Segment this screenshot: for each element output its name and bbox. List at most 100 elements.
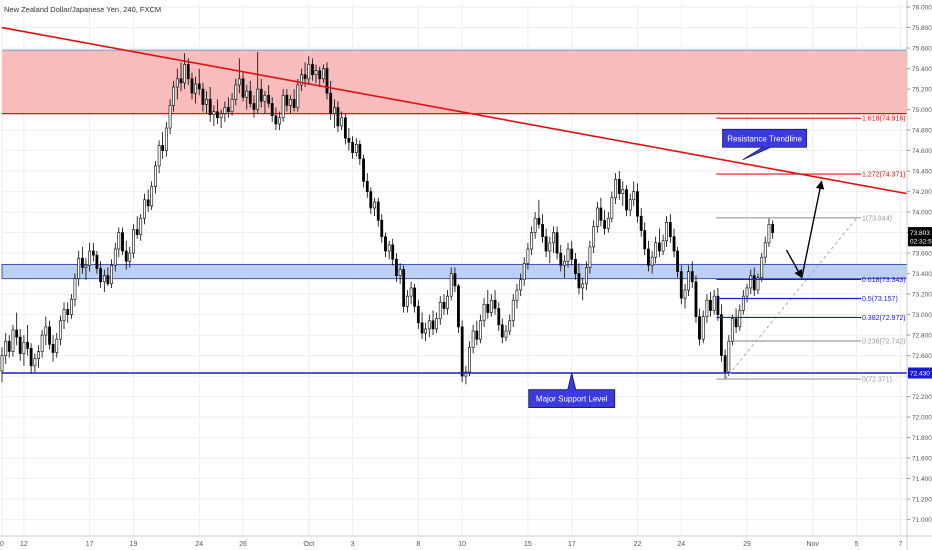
- price-tick-label: 71.000: [912, 517, 932, 524]
- support-price-badge: 72.430: [910, 371, 930, 378]
- price-tick-label: 74.600: [912, 148, 932, 155]
- candle-body: [405, 295, 409, 307]
- candle-body: [322, 68, 325, 80]
- candle-body: [33, 358, 37, 367]
- time-tick-label: 3: [351, 541, 355, 548]
- candle-body: [146, 199, 150, 207]
- candle-body: [508, 320, 512, 332]
- price-tick-label: 72.000: [912, 415, 932, 422]
- fibonacci-levels: 1.618(74.916) 1.272(74.371) 1(73.944) 0.618…: [716, 116, 906, 384]
- candle-body: [183, 64, 186, 84]
- candle-body: [420, 322, 424, 334]
- candle-body: [442, 301, 446, 309]
- candle-body: [727, 340, 731, 373]
- candle-body: [157, 145, 161, 167]
- candle-body: [190, 78, 194, 94]
- candle-body: [212, 111, 216, 116]
- candle-body: [511, 299, 515, 322]
- candle-body: [18, 336, 22, 354]
- candle-body: [427, 320, 431, 330]
- candle-body: [216, 111, 219, 119]
- candle-body: [694, 281, 698, 317]
- fib-level-label: 0.618(73.343): [862, 277, 906, 284]
- callout-box: [528, 372, 616, 409]
- candle-body: [661, 240, 665, 252]
- candle-body: [376, 201, 380, 221]
- price-tick-label: 73.000: [912, 312, 932, 319]
- candle-body: [29, 348, 33, 367]
- candle-body: [716, 295, 720, 315]
- candle-body: [59, 320, 62, 340]
- candle-body: [307, 64, 311, 80]
- candle-body: [566, 248, 570, 262]
- candle-body: [526, 248, 530, 264]
- candle-body: [592, 226, 596, 248]
- candle-body: [398, 269, 402, 276]
- candle-body: [409, 287, 413, 297]
- candle-body: [683, 289, 687, 299]
- candle-body: [719, 314, 723, 356]
- price-tick-label: 73.200: [912, 292, 932, 299]
- candle-body: [358, 144, 362, 160]
- candle-body: [475, 330, 479, 340]
- candle-body: [347, 137, 351, 143]
- candle-body: [267, 94, 271, 104]
- candle-body: [413, 287, 417, 307]
- candle-body: [595, 207, 599, 227]
- fib-level-label: 0(72.371): [862, 377, 892, 384]
- candle-body: [153, 165, 157, 187]
- price-tick-label: 71.800: [912, 435, 932, 442]
- candle-body: [577, 273, 581, 289]
- candle-body: [654, 242, 658, 258]
- time-tick-label: 24: [677, 541, 685, 548]
- callout-box: [722, 128, 807, 161]
- candle-body: [7, 340, 11, 352]
- candle-body: [362, 158, 365, 182]
- projection-arrow: [785, 249, 803, 279]
- callout-text: Major Support Level: [536, 395, 608, 404]
- candle-body: [0, 355, 4, 372]
- candle-body: [365, 181, 369, 192]
- candle-body: [537, 217, 541, 225]
- candle-body: [668, 222, 672, 237]
- candle-body: [343, 117, 347, 139]
- price-tick-label: 72.800: [912, 333, 932, 340]
- time-tick-label: 5: [855, 541, 859, 548]
- time-tick-label: 24: [195, 541, 203, 548]
- candle-body: [106, 275, 110, 285]
- candle-body: [446, 295, 449, 309]
- candle-body: [497, 308, 501, 326]
- candle-body: [585, 267, 588, 285]
- candle-body: [603, 219, 607, 229]
- candle-body: [402, 269, 406, 307]
- candle-body: [431, 320, 435, 330]
- candle-body: [117, 232, 121, 250]
- time-tick-label: 10: [458, 541, 466, 548]
- candle-body: [252, 103, 256, 110]
- candle-body: [493, 299, 497, 309]
- candle-body: [712, 295, 716, 311]
- candle-body: [292, 99, 296, 108]
- candle-body: [124, 250, 128, 262]
- candle-body: [102, 275, 106, 283]
- candle-body: [161, 145, 165, 151]
- candle-body: [237, 78, 241, 86]
- candle-body: [223, 107, 227, 114]
- candle-body: [66, 309, 70, 315]
- candle-body: [325, 68, 329, 94]
- candle-body: [588, 246, 592, 268]
- price-tick-label: 73.600: [912, 251, 932, 258]
- candle-body: [230, 99, 234, 112]
- candle-body: [741, 295, 745, 311]
- candle-body: [530, 232, 534, 250]
- candle-body: [245, 90, 249, 98]
- candle-body: [639, 215, 643, 231]
- candle-body: [22, 341, 26, 354]
- fib-level-label: 1(73.944): [862, 215, 892, 222]
- candle-body: [95, 254, 99, 269]
- price-tick-label: 75.800: [912, 25, 932, 32]
- candle-body: [164, 127, 168, 151]
- candle-body: [354, 144, 358, 153]
- price-tick-label: 76.000: [912, 5, 932, 12]
